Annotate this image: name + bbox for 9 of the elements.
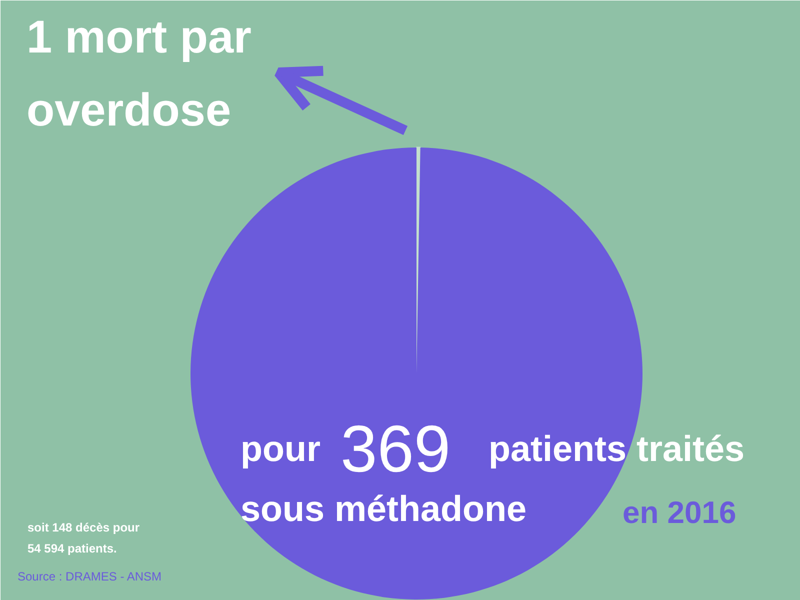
- text: 54 594 patients.: [28, 542, 117, 556]
- text: pour: [240, 428, 320, 469]
- source-note: Source : DRAMES - ANSM: [18, 570, 162, 584]
- text: sous méthadone: [240, 488, 527, 529]
- text: soit 148 décès pour: [28, 520, 140, 534]
- chart-title: 1 mort par overdose: [26, 10, 252, 136]
- text: patients traités: [488, 428, 745, 469]
- text: en 2016: [622, 495, 736, 530]
- text: 369: [340, 412, 451, 486]
